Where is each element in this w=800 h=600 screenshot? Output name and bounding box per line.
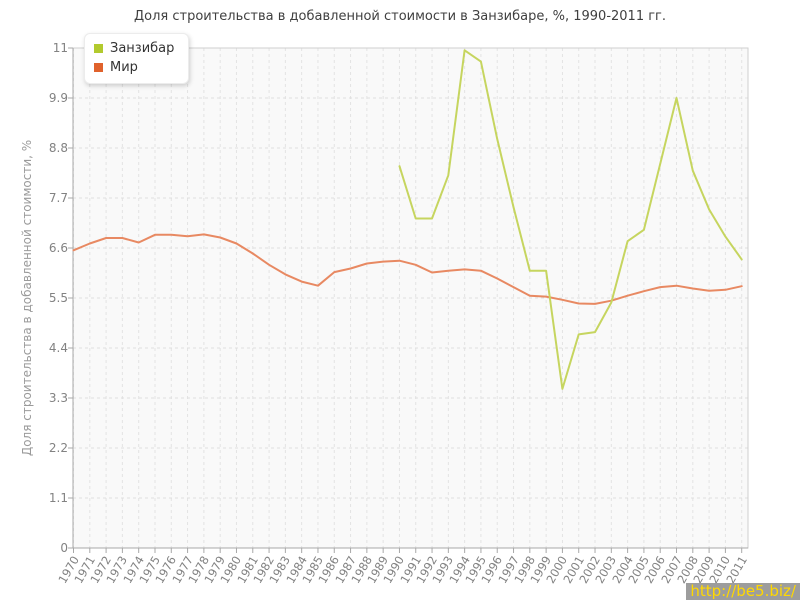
zanzibar-swatch-icon	[94, 44, 103, 53]
series-lines	[72, 49, 743, 390]
axes	[68, 47, 749, 553]
legend-item-world: Мир	[94, 58, 174, 77]
world-line	[72, 233, 743, 305]
world-swatch-icon	[94, 63, 103, 72]
legend-item-zanzibar: Занзибар	[94, 39, 174, 58]
legend-label-zanzibar: Занзибар	[110, 41, 175, 56]
legend: Занзибар Мир	[84, 33, 190, 84]
watermark-link[interactable]: http://be5.biz/	[686, 583, 800, 600]
chart-title: Доля строительства в добавленной стоимос…	[133, 9, 667, 24]
legend-label-world: Мир	[110, 60, 138, 75]
zanzibar-line	[398, 49, 743, 390]
